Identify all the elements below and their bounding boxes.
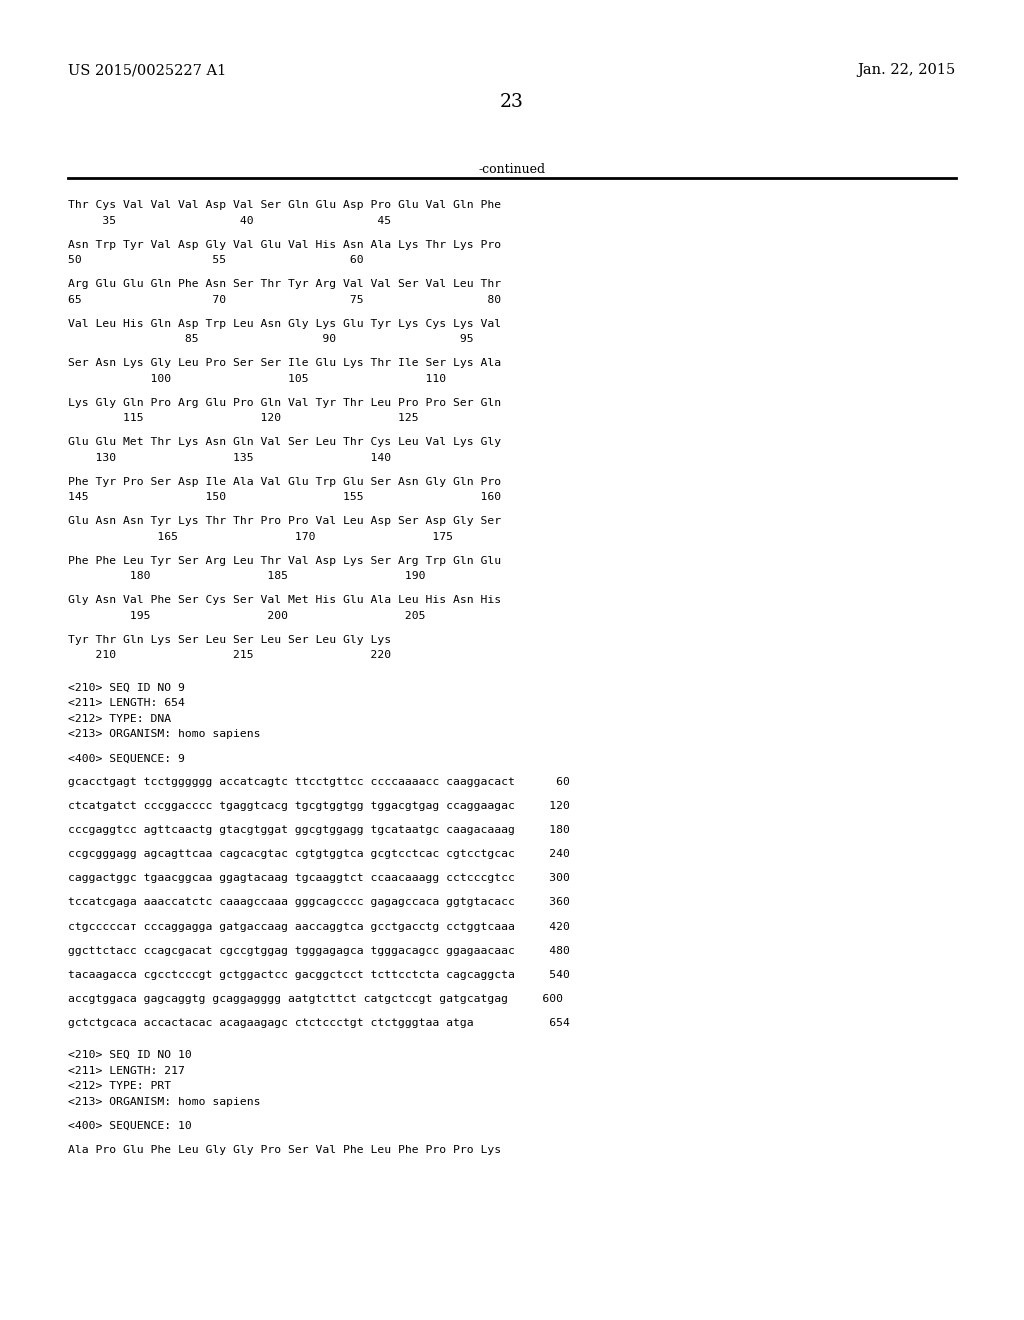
Text: ctcatgatct cccggacccc tgaggtcacg tgcgtggtgg tggacgtgag ccaggaagac     120: ctcatgatct cccggacccc tgaggtcacg tgcgtgg… [68,801,570,812]
Text: <213> ORGANISM: homo sapiens: <213> ORGANISM: homo sapiens [68,1097,260,1106]
Text: 165                 170                 175: 165 170 175 [68,532,453,541]
Text: Lys Gly Gln Pro Arg Glu Pro Gln Val Tyr Thr Leu Pro Pro Ser Gln: Lys Gly Gln Pro Arg Glu Pro Gln Val Tyr … [68,397,501,408]
Text: <210> SEQ ID NO 10: <210> SEQ ID NO 10 [68,1051,191,1060]
Text: ctgcccccат cccaggagga gatgaccaag aaccaggtca gcctgacctg cctggtcaaa     420: ctgcccccат cccaggagga gatgaccaag aaccagg… [68,921,570,932]
Text: Glu Glu Met Thr Lys Asn Gln Val Ser Leu Thr Cys Leu Val Lys Gly: Glu Glu Met Thr Lys Asn Gln Val Ser Leu … [68,437,501,447]
Text: Arg Glu Glu Gln Phe Asn Ser Thr Tyr Arg Val Val Ser Val Leu Thr: Arg Glu Glu Gln Phe Asn Ser Thr Tyr Arg … [68,279,501,289]
Text: gcacctgagt tcctgggggg accatcagtc ttcctgttcc ccccaaaacc caaggacact      60: gcacctgagt tcctgggggg accatcagtc ttcctgt… [68,777,570,787]
Text: <211> LENGTH: 217: <211> LENGTH: 217 [68,1065,185,1076]
Text: tacaagacca cgcctcccgt gctggactcc gacggctcct tcttcctcta cagcaggcta     540: tacaagacca cgcctcccgt gctggactcc gacggct… [68,970,570,979]
Text: 130                 135                 140: 130 135 140 [68,453,391,462]
Text: Ala Pro Glu Phe Leu Gly Gly Pro Ser Val Phe Leu Phe Pro Pro Lys: Ala Pro Glu Phe Leu Gly Gly Pro Ser Val … [68,1144,501,1155]
Text: Asn Trp Tyr Val Asp Gly Val Glu Val His Asn Ala Lys Thr Lys Pro: Asn Trp Tyr Val Asp Gly Val Glu Val His … [68,239,501,249]
Text: accgtggaca gagcaggtg gcaggagggg aatgtcttct catgctccgt gatgcatgag     600: accgtggaca gagcaggtg gcaggagggg aatgtctt… [68,994,563,1003]
Text: 50                   55                  60: 50 55 60 [68,255,364,265]
Text: <211> LENGTH: 654: <211> LENGTH: 654 [68,698,185,709]
Text: <400> SEQUENCE: 9: <400> SEQUENCE: 9 [68,754,185,763]
Text: cccgaggtcc agttcaactg gtacgtggat ggcgtggagg tgcataatgc caagacaaag     180: cccgaggtcc agttcaactg gtacgtggat ggcgtgg… [68,825,570,836]
Text: Val Leu His Gln Asp Trp Leu Asn Gly Lys Glu Tyr Lys Cys Lys Val: Val Leu His Gln Asp Trp Leu Asn Gly Lys … [68,318,501,329]
Text: tccatcgaga aaaccatctc caaagccaaa gggcagcccc gagagccaca ggtgtacacc     360: tccatcgaga aaaccatctc caaagccaaa gggcagc… [68,898,570,907]
Text: ccgcgggagg agcagttcaa cagcacgtac cgtgtggtca gcgtcctcac cgtcctgcac     240: ccgcgggagg agcagttcaa cagcacgtac cgtgtgg… [68,850,570,859]
Text: ggcttctacc ccagcgacat cgccgtggag tgggagagca tgggacagcc ggagaacaac     480: ggcttctacc ccagcgacat cgccgtggag tgggaga… [68,945,570,956]
Text: 115                 120                 125: 115 120 125 [68,413,419,424]
Text: <400> SEQUENCE: 10: <400> SEQUENCE: 10 [68,1121,191,1131]
Text: 180                 185                 190: 180 185 190 [68,572,426,581]
Text: <210> SEQ ID NO 9: <210> SEQ ID NO 9 [68,682,185,693]
Text: US 2015/0025227 A1: US 2015/0025227 A1 [68,63,226,77]
Text: 100                 105                 110: 100 105 110 [68,374,446,384]
Text: <213> ORGANISM: homo sapiens: <213> ORGANISM: homo sapiens [68,730,260,739]
Text: caggactggc tgaacggcaa ggagtacaag tgcaaggtct ccaacaaagg cctcccgtcc     300: caggactggc tgaacggcaa ggagtacaag tgcaagg… [68,874,570,883]
Text: 195                 200                 205: 195 200 205 [68,611,426,620]
Text: Gly Asn Val Phe Ser Cys Ser Val Met His Glu Ala Leu His Asn His: Gly Asn Val Phe Ser Cys Ser Val Met His … [68,595,501,606]
Text: Glu Asn Asn Tyr Lys Thr Thr Pro Pro Val Leu Asp Ser Asp Gly Ser: Glu Asn Asn Tyr Lys Thr Thr Pro Pro Val … [68,516,501,527]
Text: <212> TYPE: DNA: <212> TYPE: DNA [68,714,171,723]
Text: Ser Asn Lys Gly Leu Pro Ser Ser Ile Glu Lys Thr Ile Ser Lys Ala: Ser Asn Lys Gly Leu Pro Ser Ser Ile Glu … [68,358,501,368]
Text: Thr Cys Val Val Val Asp Val Ser Gln Glu Asp Pro Glu Val Gln Phe: Thr Cys Val Val Val Asp Val Ser Gln Glu … [68,201,501,210]
Text: 35                  40                  45: 35 40 45 [68,215,391,226]
Text: 65                   70                  75                  80: 65 70 75 80 [68,294,501,305]
Text: 210                 215                 220: 210 215 220 [68,651,391,660]
Text: Phe Tyr Pro Ser Asp Ile Ala Val Glu Trp Glu Ser Asn Gly Gln Pro: Phe Tyr Pro Ser Asp Ile Ala Val Glu Trp … [68,477,501,487]
Text: 145                 150                 155                 160: 145 150 155 160 [68,492,501,502]
Text: Phe Phe Leu Tyr Ser Arg Leu Thr Val Asp Lys Ser Arg Trp Gln Glu: Phe Phe Leu Tyr Ser Arg Leu Thr Val Asp … [68,556,501,566]
Text: Tyr Thr Gln Lys Ser Leu Ser Leu Ser Leu Gly Lys: Tyr Thr Gln Lys Ser Leu Ser Leu Ser Leu … [68,635,391,644]
Text: gctctgcaca accactacac acagaagagc ctctccctgt ctctgggtaa atga           654: gctctgcaca accactacac acagaagagc ctctccc… [68,1018,570,1028]
Text: -continued: -continued [478,162,546,176]
Text: <212> TYPE: PRT: <212> TYPE: PRT [68,1081,171,1092]
Text: Jan. 22, 2015: Jan. 22, 2015 [858,63,956,77]
Text: 85                  90                  95: 85 90 95 [68,334,474,345]
Text: 23: 23 [500,92,524,111]
